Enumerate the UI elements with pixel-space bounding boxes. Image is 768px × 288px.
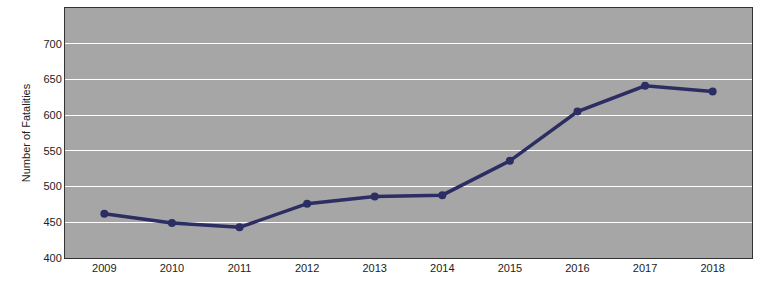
svg-text:650: 650 — [43, 73, 61, 85]
svg-text:2016: 2016 — [565, 262, 589, 274]
svg-text:2013: 2013 — [362, 262, 386, 274]
svg-text:2017: 2017 — [633, 262, 657, 274]
svg-text:2012: 2012 — [295, 262, 319, 274]
svg-text:500: 500 — [43, 180, 61, 192]
svg-text:600: 600 — [43, 109, 61, 121]
svg-text:450: 450 — [43, 216, 61, 228]
svg-text:2014: 2014 — [430, 262, 454, 274]
svg-text:2011: 2011 — [228, 262, 252, 274]
svg-text:550: 550 — [43, 145, 61, 157]
svg-text:700: 700 — [43, 38, 61, 50]
svg-text:2018: 2018 — [700, 262, 724, 274]
svg-text:2009: 2009 — [92, 262, 116, 274]
svg-text:Number of Fatalities: Number of Fatalities — [20, 83, 32, 182]
svg-text:2015: 2015 — [498, 262, 522, 274]
svg-text:2010: 2010 — [160, 262, 184, 274]
svg-text:400: 400 — [43, 252, 61, 264]
